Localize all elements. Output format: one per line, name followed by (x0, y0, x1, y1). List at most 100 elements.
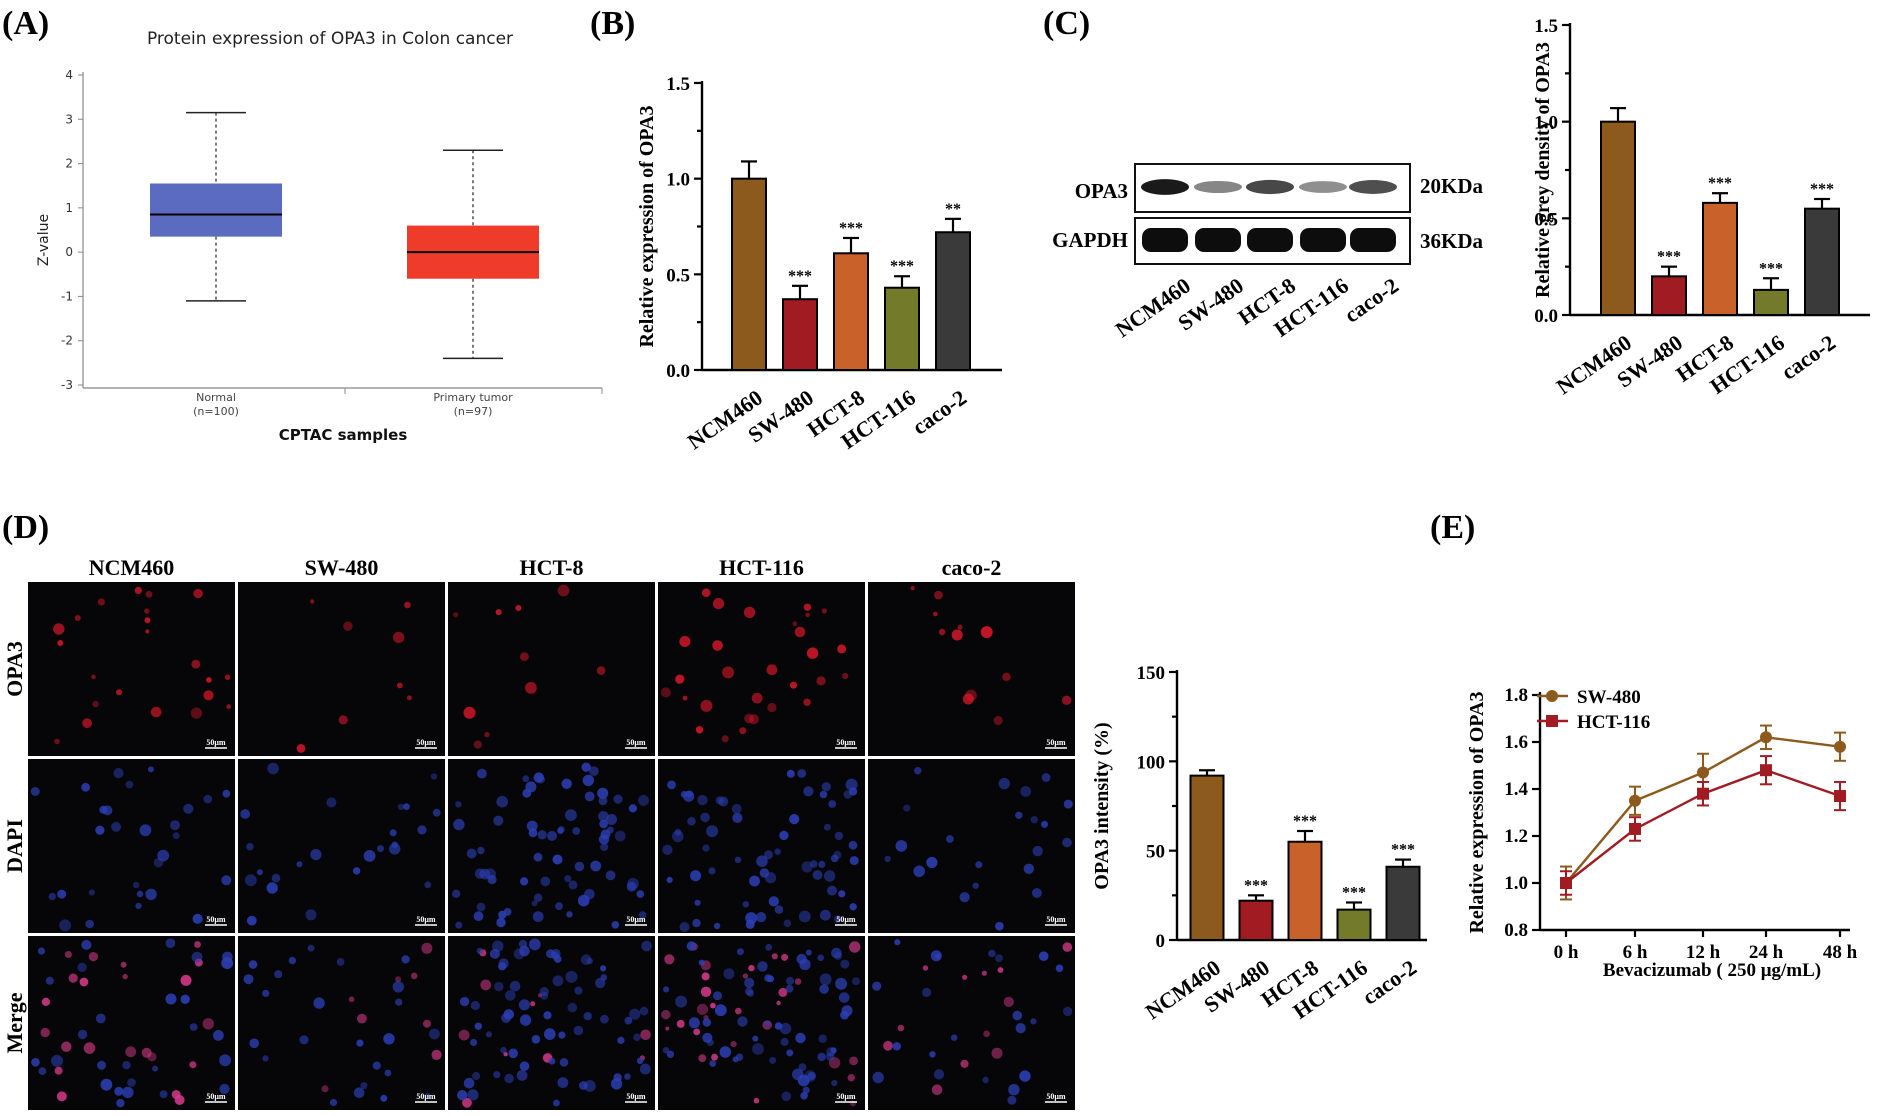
micro-red-cell (803, 698, 811, 706)
micro-scalebar-label: 50μm (416, 738, 436, 747)
micro-blue-nucleus (872, 981, 882, 991)
micro-red-cell (189, 1061, 197, 1069)
line-marker-circle (1760, 731, 1772, 744)
micro-red-cell (743, 606, 756, 619)
micro-blue-nucleus (463, 1077, 475, 1089)
bar-significance: *** (1759, 260, 1783, 277)
micro-blue-nucleus (849, 787, 858, 796)
micro-red-cell (711, 1053, 718, 1061)
micro-blue-nucleus (613, 1073, 622, 1082)
micro-blue-nucleus (629, 1008, 641, 1020)
micro-blue-nucleus (222, 789, 231, 798)
micro-blue-nucleus (639, 1006, 649, 1016)
bar-y-tick-label: 1.0 (666, 170, 690, 191)
micro-red-cell (206, 677, 212, 683)
micro-blue-nucleus (360, 1082, 368, 1090)
micro-blue-nucleus (401, 955, 410, 964)
micro-blue-nucleus (531, 1035, 541, 1044)
micro-blue-nucleus (803, 786, 814, 797)
micro-blue-nucleus (1063, 799, 1073, 809)
micro-blue-nucleus (183, 803, 194, 814)
micro-red-cell (310, 599, 315, 604)
boxplot-y-tick-label: 4 (65, 68, 73, 82)
micro-red-cell (962, 974, 968, 980)
micro-blue-nucleus (802, 1086, 810, 1094)
micro-blue-nucleus (764, 850, 773, 860)
boxplot-y-tick-label: -2 (61, 334, 73, 348)
micro-blue-nucleus (686, 790, 693, 798)
micro-blue-nucleus (221, 957, 234, 970)
micro-red-cell (742, 973, 749, 979)
micro-blue-nucleus (798, 910, 811, 923)
micro-red-cell (122, 973, 128, 980)
micro-red-cell (766, 664, 778, 676)
micro-scalebar-label: 50μm (836, 738, 856, 747)
micro-blue-nucleus (982, 1076, 989, 1084)
blot-kda-gapdh: 36KDa (1420, 229, 1484, 253)
micro-blue-nucleus (1041, 773, 1051, 782)
micro-blue-nucleus (403, 803, 410, 810)
bar-ncm460 (1189, 774, 1225, 941)
bar-category-label: caco-2 (1777, 330, 1840, 385)
micro-blue-nucleus (894, 939, 901, 946)
micro-blue-nucleus (564, 875, 572, 883)
micro-blue-nucleus (913, 865, 925, 878)
line-y-tick-label: 1.6 (1504, 732, 1528, 753)
micro-blue-nucleus (132, 881, 140, 889)
micro-blue-nucleus (30, 787, 40, 796)
micro-blue-nucleus (526, 820, 538, 832)
micro-blue-nucleus (305, 909, 317, 921)
micro-blue-nucleus (1055, 964, 1064, 973)
micro-blue-nucleus (528, 938, 541, 951)
micro-blue-nucleus (1032, 845, 1043, 857)
bar-y-tick-label: 100 (1137, 752, 1166, 773)
micro-column-label: SW-480 (305, 555, 379, 580)
bar-significance: *** (1391, 842, 1415, 859)
micro-blue-nucleus (249, 1038, 259, 1049)
micro-blue-nucleus (568, 880, 578, 890)
micro-blue-nucleus (744, 987, 753, 996)
micro-blue-nucleus (573, 1025, 584, 1036)
micro-blue-nucleus (786, 1049, 794, 1057)
micro-blue-nucleus (697, 794, 708, 806)
micro-blue-nucleus (552, 854, 563, 865)
micro-blue-nucleus (203, 794, 213, 804)
micro-blue-nucleus (633, 1033, 641, 1041)
micro-blue-nucleus (926, 856, 938, 869)
micro-red-cell (407, 695, 412, 701)
micro-blue-nucleus (452, 889, 461, 898)
micro-red-cell (141, 1047, 152, 1058)
micro-red-cell (191, 659, 201, 669)
micro-blue-nucleus (57, 889, 67, 899)
micro-blue-nucleus (172, 832, 180, 840)
micro-blue-nucleus (262, 1055, 269, 1062)
micro-blue-nucleus (769, 1056, 777, 1064)
bar-significance: *** (1244, 877, 1268, 894)
micro-blue-nucleus (827, 885, 838, 896)
micro-blue-nucleus (509, 980, 521, 992)
micro-red-cell (596, 666, 606, 675)
micro-blue-nucleus (600, 974, 608, 981)
blot-band-gapdh (1300, 228, 1346, 252)
bar-y-tick-label: 0.5 (1534, 209, 1558, 230)
micro-blue-nucleus (288, 956, 297, 965)
micro-blue-nucleus (476, 947, 483, 955)
micro-scalebar-label: 50μm (626, 738, 646, 747)
micro-red-cell (748, 714, 759, 725)
micro-red-cell (781, 953, 789, 961)
micro-red-cell (54, 738, 60, 745)
micro-blue-nucleus (801, 861, 813, 873)
micro-blue-nucleus (764, 974, 772, 982)
micro-blue-nucleus (624, 1073, 631, 1080)
line-marker-square (1560, 877, 1572, 889)
micro-blue-nucleus (544, 1028, 556, 1040)
micro-blue-nucleus (555, 902, 563, 911)
micro-blue-nucleus (356, 1039, 364, 1047)
micro-blue-nucleus (498, 958, 509, 969)
micro-tile-dapi (658, 759, 865, 933)
micro-blue-nucleus (584, 791, 595, 802)
line-x-tick-label: 48 h (1823, 942, 1858, 963)
micro-blue-nucleus (765, 944, 773, 951)
micro-red-cell (224, 674, 231, 680)
micro-blue-nucleus (995, 921, 1004, 931)
